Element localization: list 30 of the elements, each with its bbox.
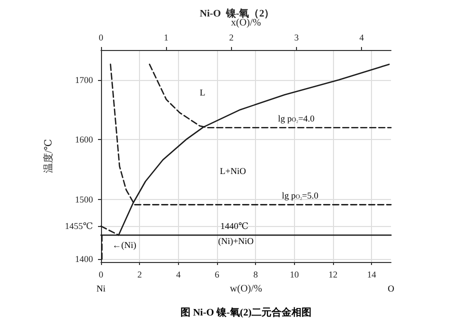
text: Ni	[96, 284, 106, 294]
x-tick-label: 10	[290, 270, 300, 280]
y-tick-label: 1600	[75, 134, 94, 145]
annotation: ←(Ni)	[112, 240, 136, 250]
x2-tick-label: 2	[229, 32, 234, 42]
text: 图 Ni-O 镍-氧(2)二元合金相图	[180, 306, 312, 318]
x-tick-label: 12	[328, 270, 338, 280]
text: O	[388, 284, 395, 294]
x-tick-label: 2	[137, 270, 142, 280]
x2-tick-label: 0	[98, 32, 104, 42]
x-tick-label: 0	[98, 270, 104, 280]
annotation: 1440℃	[220, 221, 248, 232]
x-tick-label: 8	[253, 270, 258, 280]
annotation: (Ni)+NiO	[218, 236, 254, 246]
chart-title: Ni-O 镍-氧（2）	[200, 8, 274, 20]
y-tick-label: 1400	[75, 254, 94, 264]
x2-tick-label: 4	[359, 32, 364, 42]
annotation: L	[200, 87, 206, 98]
annotation: L+NiO	[220, 166, 246, 176]
y-tick-label: 1700	[75, 74, 94, 85]
x-axis-title: w(O)/%	[230, 283, 262, 294]
x2-tick-label: 3	[294, 32, 300, 42]
y-tick-label: 1500	[75, 194, 94, 204]
x-tick-label: 4	[176, 270, 182, 280]
y-tick-label: 1455℃	[64, 221, 93, 232]
x2-axis-title: x(O)/%	[231, 18, 261, 29]
x2-tick-label: 1	[164, 32, 168, 42]
x-tick-label: 14	[367, 270, 377, 280]
y-axis-title: 温度/℃	[42, 139, 55, 173]
x-tick-label: 6	[214, 270, 220, 280]
